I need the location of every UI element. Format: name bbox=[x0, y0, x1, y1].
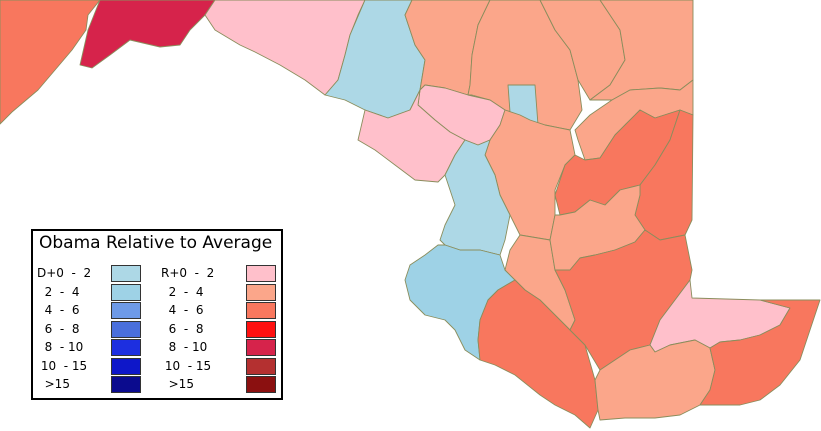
legend-label: 2 - 4 bbox=[37, 284, 80, 299]
legend-label: 6 - 8 bbox=[37, 321, 80, 336]
legend-swatch bbox=[246, 339, 276, 356]
legend-label: 10 - 15 bbox=[37, 358, 88, 373]
legend-swatch bbox=[246, 302, 276, 319]
legend-label: R+0 - 2 bbox=[161, 266, 215, 280]
county-garrett bbox=[0, 0, 101, 125]
legend-label: D+0 - 2 bbox=[37, 266, 92, 280]
legend-label: 4 - 6 bbox=[37, 303, 80, 317]
legend-swatch bbox=[111, 376, 141, 393]
legend-label: 2 - 4 bbox=[161, 284, 204, 299]
legend-swatch bbox=[111, 339, 141, 356]
legend-label: >15 bbox=[161, 377, 194, 391]
legend-label: 8 - 10 bbox=[161, 340, 208, 354]
legend-swatch bbox=[111, 320, 141, 338]
legend-title: Obama Relative to Average bbox=[39, 233, 273, 253]
legend-swatch bbox=[111, 283, 141, 301]
legend-label: 4 - 6 bbox=[161, 303, 204, 317]
map-legend: Obama Relative to Average D+0 - 2 2 - 4 … bbox=[31, 229, 283, 400]
legend-swatch bbox=[111, 357, 141, 375]
legend-label: 10 - 15 bbox=[161, 358, 212, 373]
legend-label: >15 bbox=[37, 377, 70, 391]
legend-label: 8 - 10 bbox=[37, 340, 84, 354]
legend-swatch bbox=[111, 302, 141, 319]
legend-swatch bbox=[246, 320, 276, 338]
legend-swatch bbox=[246, 376, 276, 393]
legend-swatch bbox=[246, 283, 276, 301]
legend-swatch bbox=[111, 265, 141, 282]
county-allegany bbox=[79, 0, 216, 69]
legend-swatch bbox=[246, 265, 276, 282]
legend-label: 6 - 8 bbox=[161, 321, 204, 336]
county-st-marys bbox=[477, 279, 599, 429]
county-worcester bbox=[699, 299, 821, 406]
legend-swatch bbox=[246, 357, 276, 375]
